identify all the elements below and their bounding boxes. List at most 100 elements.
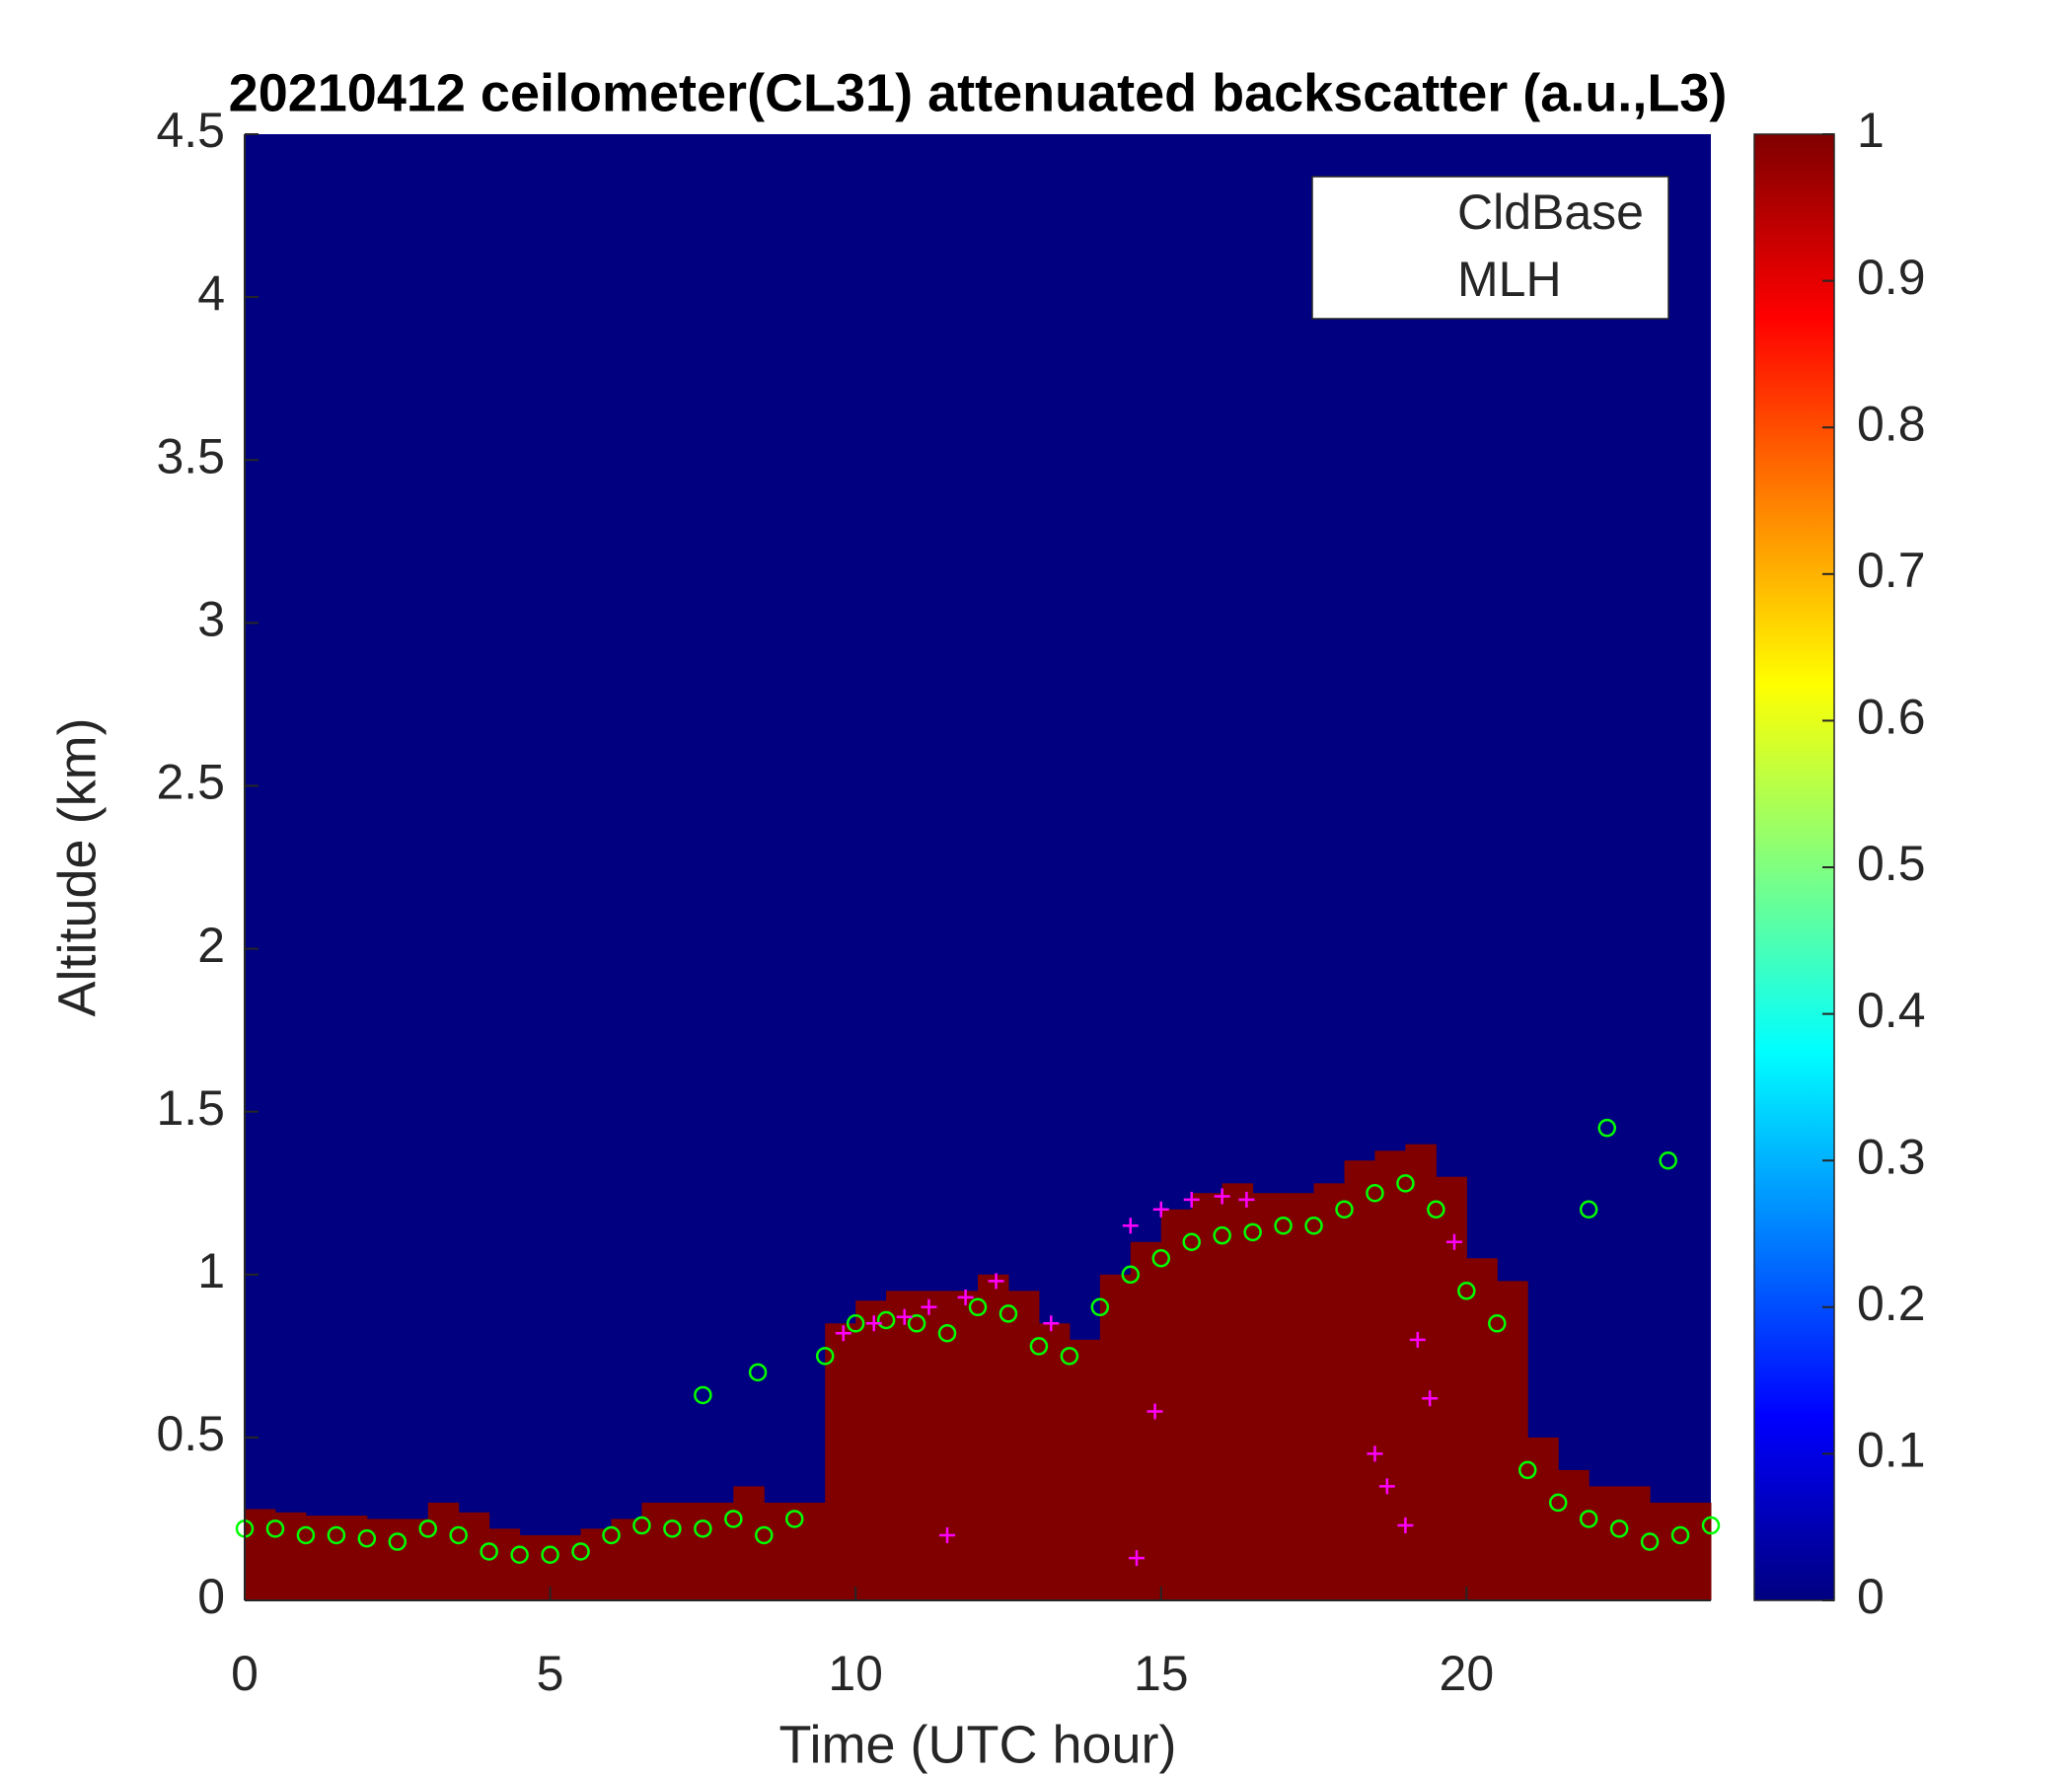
backscatter-layer	[1589, 1486, 1620, 1600]
legend-label: CldBase	[1457, 185, 1644, 240]
cloud-base-marker	[1488, 1314, 1507, 1333]
mlh-marker	[1214, 1188, 1230, 1205]
cloud-base-marker	[1121, 1265, 1141, 1285]
y-tick-label: 2	[197, 918, 225, 973]
mlh-marker	[1367, 1445, 1383, 1462]
backscatter-layer	[1038, 1323, 1071, 1600]
colorbar-tick-label: 0.8	[1857, 396, 1926, 451]
backscatter-layer	[1160, 1209, 1193, 1600]
backscatter-layer	[397, 1518, 429, 1600]
cloud-base-marker	[1213, 1225, 1231, 1245]
cloud-base-marker	[748, 1363, 768, 1382]
backscatter-layer	[1099, 1274, 1132, 1600]
backscatter-layer	[488, 1528, 521, 1600]
backscatter-layer	[1527, 1437, 1559, 1600]
mlh-marker	[1422, 1390, 1439, 1407]
backscatter-layer	[1283, 1193, 1315, 1600]
backscatter-layer	[1252, 1193, 1285, 1600]
x-tick-label: 5	[537, 1646, 564, 1701]
cloud-base-marker	[1701, 1516, 1721, 1535]
cloud-base-marker	[602, 1525, 621, 1545]
mlh-marker	[896, 1308, 913, 1325]
x-tick-label: 10	[828, 1646, 883, 1701]
x-tick-label: 20	[1440, 1646, 1495, 1701]
cloud-base-marker	[815, 1347, 835, 1366]
backscatter-layer	[1619, 1486, 1651, 1600]
cloud-base-marker	[1548, 1493, 1568, 1513]
backscatter-layer	[458, 1512, 490, 1600]
cloud-base-marker	[1335, 1200, 1354, 1219]
cloud-base-marker	[480, 1542, 498, 1561]
cloud-base-marker	[1427, 1200, 1445, 1219]
cloud-base-marker	[663, 1519, 682, 1538]
cloud-base-marker	[755, 1525, 774, 1545]
cloud-base-marker	[418, 1519, 437, 1538]
colorbar-tick-label: 0	[1857, 1569, 1885, 1624]
mlh-marker	[939, 1526, 956, 1543]
backscatter-layer	[764, 1502, 795, 1600]
cloud-base-marker	[694, 1519, 712, 1538]
y-tick-label: 3	[197, 592, 225, 647]
backscatter-layer	[1313, 1183, 1345, 1600]
backscatter-layer	[672, 1502, 703, 1600]
backscatter-layer	[1436, 1176, 1467, 1600]
cloud-base-marker	[876, 1310, 896, 1330]
colorbar-tick-label: 0.5	[1857, 836, 1926, 891]
mlh-marker	[835, 1325, 851, 1342]
cloud-base-marker	[785, 1510, 804, 1528]
cloud-base-marker	[937, 1323, 957, 1343]
mlh-marker	[988, 1273, 1004, 1290]
legend-box	[1311, 176, 1669, 320]
cloud-base-marker	[1670, 1525, 1690, 1545]
cloud-base-marker	[296, 1525, 316, 1545]
colorbar-tick-label: 0.3	[1857, 1129, 1926, 1184]
mlh-marker	[1152, 1201, 1169, 1218]
colorbar-tick-label: 0.1	[1857, 1423, 1926, 1478]
colorbar-tick-label: 1	[1857, 103, 1885, 158]
cloud-base-marker	[1597, 1118, 1616, 1138]
mlh-marker	[1397, 1517, 1414, 1534]
backscatter-layer	[1069, 1339, 1101, 1600]
plot-area	[235, 134, 1721, 1600]
mlh-marker	[1378, 1478, 1395, 1495]
x-tick-label: 15	[1134, 1646, 1189, 1701]
cloud-base-marker	[1366, 1183, 1384, 1203]
colorbar-tick-label: 0.7	[1857, 543, 1926, 598]
backscatter-layer	[1650, 1502, 1681, 1600]
mlh-marker	[1122, 1218, 1139, 1234]
cloud-base-marker	[724, 1510, 743, 1528]
cloud-base-marker	[1151, 1249, 1170, 1268]
backscatter-layer	[519, 1534, 552, 1600]
backscatter-layer	[978, 1274, 1009, 1600]
cloud-base-marker	[1243, 1222, 1262, 1242]
cloud-base-marker	[327, 1525, 346, 1545]
cloud-base-marker	[1609, 1519, 1629, 1538]
backscatter-layer	[1130, 1241, 1162, 1600]
cloud-base-marker	[1304, 1216, 1323, 1235]
backscatter-layer	[1466, 1258, 1498, 1600]
mlh-marker	[1445, 1233, 1462, 1250]
y-tick-label: 2.5	[156, 755, 225, 810]
backscatter-layer	[1221, 1183, 1254, 1600]
cloud-base-marker	[357, 1529, 377, 1548]
cloud-base-marker	[1182, 1232, 1201, 1252]
cloud-base-marker	[449, 1525, 468, 1545]
cloud-base-marker	[907, 1314, 926, 1333]
cloud-base-marker	[1579, 1510, 1598, 1528]
cloud-base-marker	[1090, 1297, 1110, 1317]
cloud-base-marker	[846, 1314, 865, 1333]
y-tick-label: 0	[197, 1569, 225, 1624]
y-tick-label: 1.5	[156, 1080, 225, 1136]
backscatter-layer	[886, 1291, 918, 1600]
chart-title: 20210412 ceilometer(CL31) attenuated bac…	[229, 63, 1728, 122]
cloud-base-marker	[1579, 1200, 1598, 1219]
backscatter-layer	[703, 1502, 734, 1600]
y-tick-label: 0.5	[156, 1406, 225, 1461]
backscatter-layer	[794, 1502, 826, 1600]
mlh-marker	[1043, 1315, 1060, 1332]
backscatter-layer	[1344, 1160, 1375, 1600]
cloud-base-marker	[1640, 1532, 1660, 1551]
y-tick-label: 4.5	[156, 103, 225, 158]
